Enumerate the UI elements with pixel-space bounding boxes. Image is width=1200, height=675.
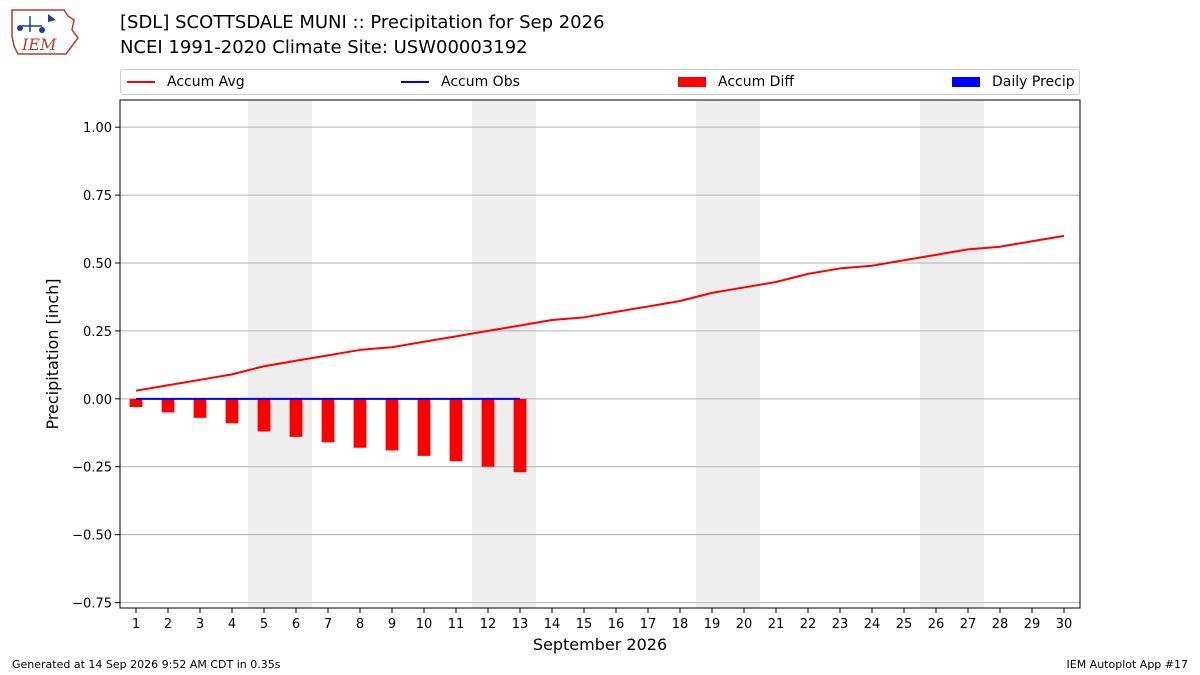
bar-accum-diff (129, 398, 143, 407)
x-tick-label: 9 (388, 617, 396, 632)
y-tick-label: 0.00 (83, 393, 112, 408)
x-axis-label: September 2026 (533, 635, 667, 654)
legend-label: Accum Diff (718, 74, 795, 90)
x-tick-label: 2 (164, 617, 172, 632)
y-tick-label: 0.50 (83, 257, 112, 272)
legend-label: Accum Obs (441, 74, 520, 90)
x-tick-label: 11 (448, 617, 465, 632)
legend-swatch (952, 77, 980, 87)
footer-generated: Generated at 14 Sep 2026 9:52 AM CDT in … (12, 658, 281, 671)
x-tick-label: 4 (228, 617, 236, 632)
x-tick-label: 24 (864, 617, 881, 632)
legend: Accum Avg Accum Obs Accum Diff Daily Pre… (120, 69, 1080, 95)
weekend-shade (920, 100, 984, 608)
x-tick-label: 15 (576, 617, 593, 632)
x-tick-label: 29 (1024, 617, 1041, 632)
x-tick-label: 10 (416, 617, 433, 632)
x-tick-label: 27 (960, 617, 977, 632)
line-accum-avg (135, 234, 1065, 392)
bar-accum-diff (225, 398, 239, 424)
bar-accum-diff (353, 398, 367, 448)
x-tick-label: 22 (800, 617, 817, 632)
chart-title: [SDL] SCOTTSDALE MUNI :: Precipitation f… (120, 12, 605, 33)
weather-vane-icon (17, 14, 56, 33)
x-tick-label: 25 (896, 617, 913, 632)
x-tick-label: 16 (608, 617, 625, 632)
bar-accum-diff (385, 398, 399, 451)
x-tick-label: 17 (640, 617, 657, 632)
bar-accum-diff (289, 398, 303, 437)
x-tick-label: 26 (928, 617, 945, 632)
x-tick-label: 6 (292, 617, 300, 632)
y-tick-label: −0.50 (72, 529, 112, 544)
x-tick-label: 12 (480, 617, 497, 632)
y-tick-label: −0.25 (72, 461, 112, 476)
iem-logo: IEM (11, 9, 79, 55)
plot-frame (119, 99, 1081, 609)
x-tick-label: 19 (704, 617, 721, 632)
bar-accum-diff (161, 398, 175, 413)
x-tick-label: 20 (736, 617, 753, 632)
x-tick-label: 28 (992, 617, 1009, 632)
legend-item-accum-diff: Accum Diff (678, 73, 794, 91)
x-tick-label: 3 (196, 617, 204, 632)
x-tick-label: 1 (132, 617, 140, 632)
legend-label: Accum Avg (167, 74, 245, 90)
legend-label: Daily Precip (992, 74, 1075, 90)
legend-item-accum-avg: Accum Avg (127, 73, 245, 91)
weekend-shade (248, 100, 312, 608)
x-tick-label: 8 (356, 617, 364, 632)
x-tick-label: 18 (672, 617, 689, 632)
legend-item-accum-obs: Accum Obs (401, 73, 520, 91)
legend-swatch (127, 81, 155, 83)
legend-swatch (401, 81, 429, 83)
x-tick-label: 21 (768, 617, 785, 632)
bar-accum-diff (449, 398, 463, 462)
y-tick-label: −0.75 (72, 597, 112, 612)
x-tick-label: 5 (260, 617, 268, 632)
chart-subtitle: NCEI 1991-2020 Climate Site: USW00003192 (120, 37, 528, 58)
x-tick-label: 13 (512, 617, 529, 632)
y-tick-label: 0.25 (83, 325, 112, 340)
bar-accum-diff (417, 398, 431, 456)
bar-accum-diff (321, 398, 335, 443)
y-tick-label: 1.00 (83, 121, 112, 136)
bar-accum-diff (257, 398, 271, 432)
weekend-shade (472, 100, 536, 608)
x-tick-label: 23 (832, 617, 849, 632)
y-tick-label: 0.75 (83, 189, 112, 204)
logo-text: IEM (21, 35, 57, 54)
bar-accum-diff (481, 398, 495, 467)
y-axis-label: Precipitation [inch] (43, 278, 62, 429)
legend-swatch (678, 77, 706, 87)
bar-accum-diff (513, 398, 527, 473)
footer-app: IEM Autoplot App #17 (1066, 658, 1189, 671)
bar-accum-diff (193, 398, 207, 418)
x-tick-label: 30 (1056, 617, 1073, 632)
weekend-shade (696, 100, 760, 608)
legend-item-daily-precip: Daily Precip (952, 73, 1075, 91)
x-tick-label: 7 (324, 617, 332, 632)
x-tick-label: 14 (544, 617, 561, 632)
